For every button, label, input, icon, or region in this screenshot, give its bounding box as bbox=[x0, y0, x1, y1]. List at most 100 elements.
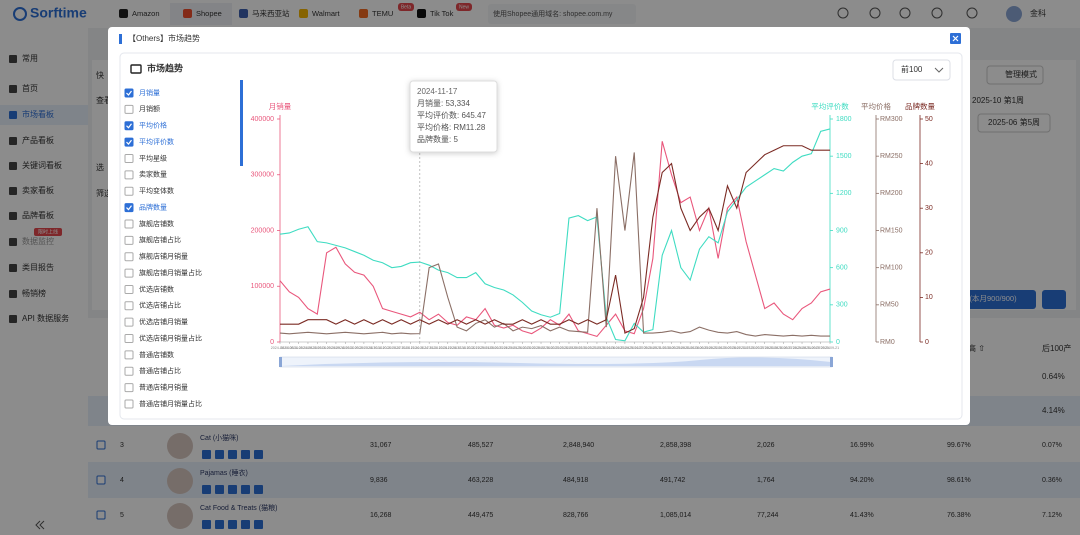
sidebar-item[interactable]: 畅销榜 bbox=[22, 288, 46, 298]
metric-checkbox[interactable] bbox=[124, 252, 134, 262]
sidebar-item[interactable]: 首页 bbox=[22, 83, 38, 93]
metric-checkbox[interactable] bbox=[124, 121, 134, 131]
toolbar-icon[interactable] bbox=[869, 7, 881, 19]
toolbar-icon[interactable] bbox=[837, 7, 849, 19]
row-action-icon[interactable] bbox=[202, 450, 211, 459]
y-tick-label: 900 bbox=[836, 227, 848, 234]
x-tick-label: 2025-02-02 bbox=[513, 346, 531, 350]
row-action-icon[interactable] bbox=[202, 520, 211, 529]
metric-checkbox[interactable] bbox=[124, 219, 134, 229]
metric-label[interactable]: 月销额 bbox=[139, 104, 160, 113]
metric-label[interactable]: 平均变体数 bbox=[139, 186, 174, 195]
sidebar-item[interactable]: 品牌看板 bbox=[22, 210, 54, 220]
sidebar-item[interactable]: 卖家看板 bbox=[22, 185, 54, 195]
week-select[interactable] bbox=[977, 113, 1051, 133]
tab-label[interactable]: TEMU bbox=[372, 9, 393, 18]
toolbar-icon[interactable] bbox=[931, 7, 943, 19]
sidebar-item[interactable]: 数据监控 bbox=[22, 236, 54, 246]
tab-label[interactable]: 马来西亚站 bbox=[252, 8, 290, 18]
sidebar-item[interactable]: 产品看板 bbox=[22, 135, 54, 145]
row-action-icon[interactable] bbox=[215, 485, 224, 494]
row-checkbox[interactable] bbox=[96, 440, 106, 450]
metric-label[interactable]: 品牌数量 bbox=[139, 202, 167, 211]
row-action-icon[interactable] bbox=[228, 520, 237, 529]
row-action-icon[interactable] bbox=[241, 450, 250, 459]
metric-label[interactable]: 普通店铺月销量 bbox=[139, 383, 188, 392]
metric-label[interactable]: 平均价格 bbox=[139, 121, 167, 130]
tab-label[interactable]: Walmart bbox=[312, 9, 341, 18]
metric-checkbox[interactable] bbox=[124, 317, 134, 327]
metric-checkbox[interactable] bbox=[124, 170, 134, 180]
tab-icon bbox=[417, 9, 426, 18]
metric-label[interactable]: 旗舰店铺月销量占比 bbox=[139, 268, 202, 277]
tab-label[interactable]: Amazon bbox=[132, 9, 160, 18]
row-action-icon[interactable] bbox=[228, 450, 237, 459]
metric-label[interactable]: 普通店铺占比 bbox=[139, 366, 181, 375]
row-action-icon[interactable] bbox=[215, 520, 224, 529]
row-action-icon[interactable] bbox=[228, 485, 237, 494]
table-cell: Cat Food & Treats (猫粮) bbox=[200, 503, 277, 512]
metric-checkbox[interactable] bbox=[124, 284, 134, 294]
check-mark bbox=[126, 139, 132, 146]
top-select[interactable] bbox=[892, 59, 951, 81]
metric-label[interactable]: 旗舰店铺月销量 bbox=[139, 252, 188, 261]
metric-checkbox[interactable] bbox=[124, 104, 134, 114]
sidebar-icon bbox=[9, 290, 17, 298]
metric-label[interactable]: 优选店铺数 bbox=[139, 284, 174, 293]
metric-label[interactable]: 卖家数量 bbox=[139, 170, 167, 179]
collapse-icon[interactable] bbox=[35, 520, 45, 530]
toolbar-icon[interactable] bbox=[966, 7, 978, 19]
tab-label[interactable]: Tik Tok bbox=[430, 9, 454, 18]
sidebar-item[interactable]: 市场看板 bbox=[22, 109, 54, 119]
metric-checkbox[interactable] bbox=[124, 383, 134, 393]
metric-checkbox[interactable] bbox=[124, 334, 134, 344]
metric-label[interactable]: 月销量 bbox=[139, 88, 160, 97]
domain-select[interactable] bbox=[488, 4, 636, 24]
metric-checkbox[interactable] bbox=[124, 186, 134, 196]
metric-label[interactable]: 旗舰店铺占比 bbox=[139, 235, 181, 244]
metric-checkbox[interactable] bbox=[124, 366, 134, 376]
product-thumb bbox=[167, 503, 193, 529]
view-button[interactable] bbox=[1042, 290, 1066, 309]
metric-checkbox[interactable] bbox=[124, 137, 134, 147]
sidebar-item[interactable]: 常用 bbox=[22, 54, 38, 63]
row-action-icon[interactable] bbox=[241, 485, 250, 494]
metric-checkbox[interactable] bbox=[124, 399, 134, 409]
metric-checkbox[interactable] bbox=[124, 235, 134, 245]
metric-label[interactable]: 优选店铺月销量占比 bbox=[139, 333, 202, 342]
metric-label[interactable]: 普通店铺数 bbox=[139, 350, 174, 359]
sidebar-badge: 限时上线 bbox=[38, 228, 58, 235]
sidebar-item[interactable]: API 数据服务 bbox=[22, 313, 69, 323]
tab-label[interactable]: Shopee bbox=[196, 9, 222, 18]
zoom-handle[interactable] bbox=[279, 357, 282, 367]
row-action-icon[interactable] bbox=[254, 450, 263, 459]
metric-label[interactable]: 优选店铺占比 bbox=[139, 301, 181, 310]
metric-label[interactable]: 平均星级 bbox=[139, 153, 167, 162]
metric-label[interactable]: 普通店铺月销量占比 bbox=[139, 399, 202, 408]
row-action-icon[interactable] bbox=[215, 450, 224, 459]
row-checkbox[interactable] bbox=[96, 475, 106, 485]
metric-checkbox[interactable] bbox=[124, 88, 134, 98]
zoom-shade bbox=[281, 357, 831, 366]
metric-checkbox[interactable] bbox=[124, 153, 134, 163]
sidebar-item[interactable]: 类目报告 bbox=[22, 262, 54, 272]
metric-label[interactable]: 优选店铺月销量 bbox=[139, 317, 188, 326]
metric-checkbox[interactable] bbox=[124, 203, 134, 213]
metric-checkbox[interactable] bbox=[124, 301, 134, 311]
sidebar-item[interactable]: 关键词看板 bbox=[22, 160, 62, 170]
row-action-icon[interactable] bbox=[254, 520, 263, 529]
row-checkbox[interactable] bbox=[96, 510, 106, 520]
row-action-icon[interactable] bbox=[241, 520, 250, 529]
row-action-icon[interactable] bbox=[254, 485, 263, 494]
product-thumb bbox=[167, 468, 193, 494]
zoom-handle[interactable] bbox=[830, 357, 833, 367]
metric-label[interactable]: 平均评价数 bbox=[139, 137, 174, 146]
export-button[interactable] bbox=[958, 290, 1036, 309]
metric-label[interactable]: 旗舰店铺数 bbox=[139, 219, 174, 228]
metric-checkbox[interactable] bbox=[124, 268, 134, 278]
toolbar-icon[interactable] bbox=[899, 7, 911, 19]
y-tick-label: 600 bbox=[836, 265, 848, 272]
mode-button[interactable] bbox=[986, 65, 1044, 85]
metric-checkbox[interactable] bbox=[124, 350, 134, 360]
row-action-icon[interactable] bbox=[202, 485, 211, 494]
